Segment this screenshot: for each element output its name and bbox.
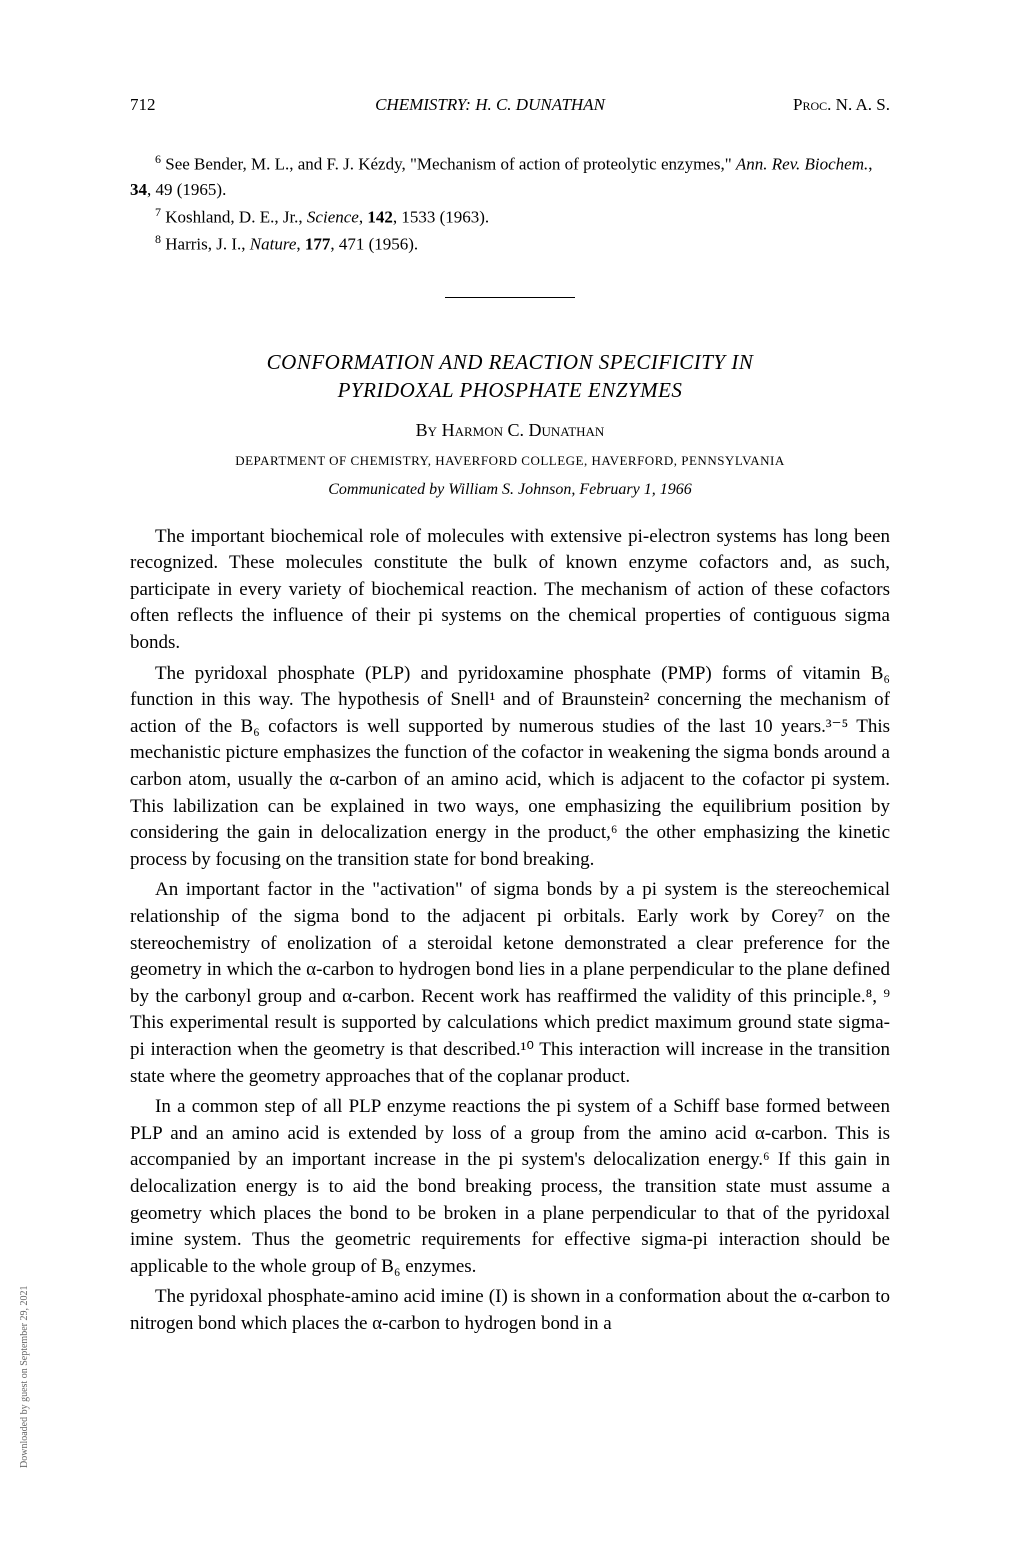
- reference-6: 6 See Bender, M. L., and F. J. Kézdy, "M…: [130, 150, 890, 203]
- author-line: By Harmon C. Dunathan: [130, 420, 890, 441]
- article-title: CONFORMATION AND REACTION SPECIFICITY IN…: [130, 348, 890, 405]
- reference-8: 8 Harris, J. I., Nature, 177, 471 (1956)…: [130, 230, 890, 257]
- paragraph-3: An important factor in the "activation" …: [130, 877, 890, 1090]
- page-header: 712 CHEMISTRY: H. C. DUNATHAN Proc. N. A…: [130, 95, 890, 115]
- author-prefix: By: [416, 420, 442, 440]
- references-section: 6 See Bender, M. L., and F. J. Kézdy, "M…: [130, 150, 890, 257]
- paragraph-1: The important biochemical role of molecu…: [130, 524, 890, 657]
- title-line-1: CONFORMATION AND REACTION SPECIFICITY IN: [267, 350, 754, 374]
- page-content: 712 CHEMISTRY: H. C. DUNATHAN Proc. N. A…: [0, 0, 1020, 1401]
- paragraph-2: The pyridoxal phosphate (PLP) and pyrido…: [130, 661, 890, 874]
- author-name: Harmon C. Dunathan: [442, 420, 605, 440]
- reference-7: 7 Koshland, D. E., Jr., Science, 142, 15…: [130, 203, 890, 230]
- page-number: 712: [130, 95, 230, 115]
- section-divider: [445, 297, 575, 298]
- article-body: The important biochemical role of molecu…: [130, 524, 890, 1338]
- running-title: CHEMISTRY: H. C. DUNATHAN: [230, 95, 750, 115]
- paragraph-5: The pyridoxal phosphate-amino acid imine…: [130, 1284, 890, 1337]
- download-info: Downloaded by guest on September 29, 202…: [19, 1286, 30, 1468]
- affiliation: DEPARTMENT OF CHEMISTRY, HAVERFORD COLLE…: [130, 453, 890, 469]
- paragraph-4: In a common step of all PLP enzyme react…: [130, 1094, 890, 1280]
- title-line-2: PYRIDOXAL PHOSPHATE ENZYMES: [338, 378, 683, 402]
- publication-name: Proc. N. A. S.: [750, 95, 890, 115]
- communicated-line: Communicated by William S. Johnson, Febr…: [130, 481, 890, 499]
